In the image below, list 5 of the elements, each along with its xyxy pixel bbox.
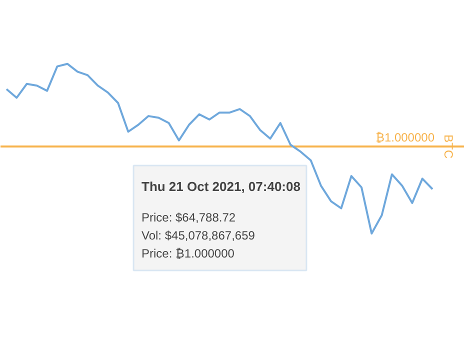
ref-line-label: ₿1.000000 bbox=[376, 130, 435, 144]
annotation: Thu 21 Oct 2021, 07:40:08 bbox=[142, 179, 300, 194]
annotation: Vol: $45,078,867,659 bbox=[142, 228, 256, 242]
annotation: Price: $64,788.72 bbox=[142, 210, 236, 224]
text: Price: ₿1.000000 bbox=[142, 246, 235, 260]
